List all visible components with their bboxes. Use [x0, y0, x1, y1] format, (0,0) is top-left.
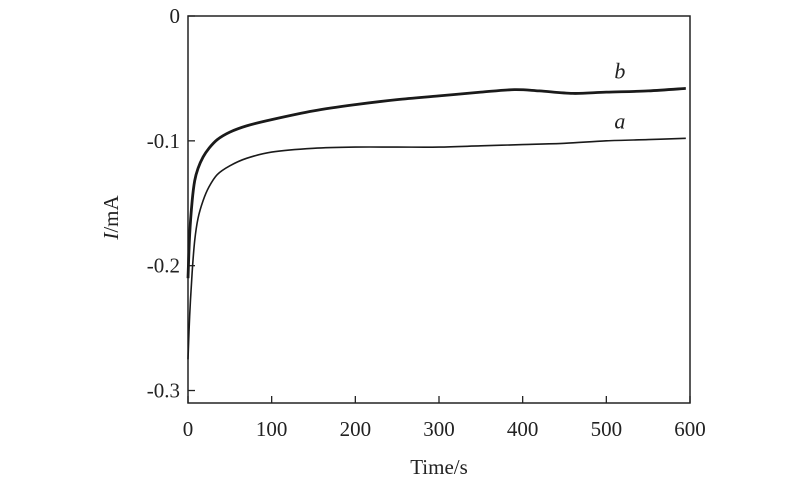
- x-tick-label: 0: [183, 417, 194, 441]
- y-axis-title-unit: /mA: [99, 195, 123, 233]
- y-tick-label: -0.1: [147, 129, 180, 153]
- x-axis-title: Time/s: [410, 455, 468, 479]
- series-line-a: [187, 137, 686, 360]
- series-line-b: [186, 87, 686, 279]
- series-label-a: a: [614, 108, 625, 133]
- y-axis-title-symbol: I: [99, 232, 123, 241]
- y-tick-label: -0.2: [147, 254, 180, 278]
- series-layer: ab: [186, 58, 686, 360]
- y-tick-label: -0.3: [147, 379, 180, 403]
- x-tick-label: 400: [507, 417, 539, 441]
- series-label-b: b: [614, 58, 625, 83]
- x-tick-label: 300: [423, 417, 455, 441]
- x-tick-label: 200: [340, 417, 372, 441]
- y-tick-label: 0: [170, 4, 181, 28]
- x-tick-label: 100: [256, 417, 288, 441]
- x-tick-label: 600: [674, 417, 706, 441]
- x-tick-label: 500: [591, 417, 623, 441]
- ticks-layer: 0 100 200 300 400 500 600 0 -0.1 -0.2 -0.3: [147, 4, 706, 441]
- y-axis-title: I/mA: [99, 195, 123, 241]
